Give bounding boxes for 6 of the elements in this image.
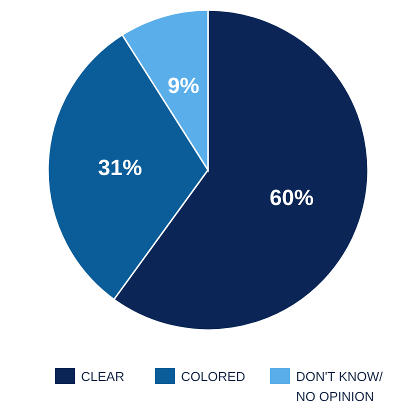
legend-label: COLORED	[181, 369, 246, 384]
legend-label: CLEAR	[81, 369, 124, 384]
data-label: 9%	[168, 73, 200, 98]
data-label: 31%	[98, 154, 142, 180]
data-label: 60%	[270, 184, 314, 210]
legend-label: DON'T KNOW/ NO OPINION	[296, 369, 384, 404]
